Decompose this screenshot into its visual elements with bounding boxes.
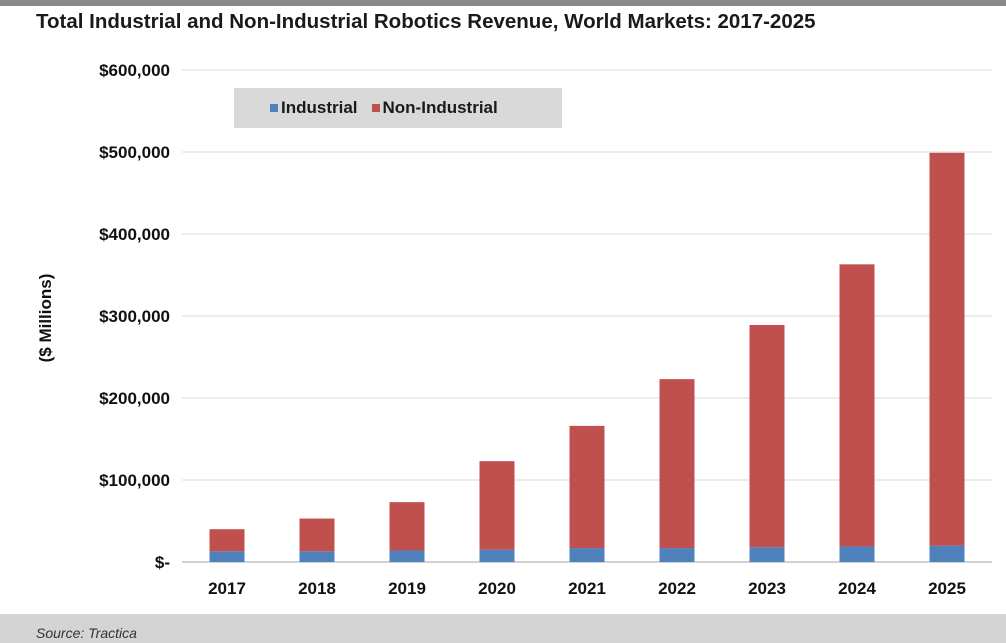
bar-industrial-2021 <box>569 548 605 562</box>
x-axis-ticks: 2017 2018 2019 2020 2021 2022 2023 2024 2025 <box>208 579 966 598</box>
x-tick-label: 2023 <box>748 579 786 598</box>
legend-swatch-non-industrial <box>371 104 380 112</box>
x-tick-label: 2018 <box>298 579 336 598</box>
bar-industrial-2020 <box>479 549 515 562</box>
bar-non-industrial-2021 <box>569 425 605 549</box>
footer-bar <box>0 614 1006 643</box>
bar-non-industrial-2018 <box>299 518 335 552</box>
x-tick-label: 2022 <box>658 579 696 598</box>
bar-industrial-2017 <box>209 551 245 562</box>
y-tick-label: $400,000 <box>99 225 170 244</box>
legend: Industrial Non-Industrial <box>234 88 562 128</box>
y-tick-label: $200,000 <box>99 389 170 408</box>
y-tick-label: $600,000 <box>99 61 170 80</box>
bar-non-industrial-2019 <box>389 502 425 551</box>
legend-item-non-industrial: Non-Industrial <box>371 98 498 118</box>
bar-non-industrial-2023 <box>749 325 785 548</box>
y-tick-label: $500,000 <box>99 143 170 162</box>
y-tick-label: $100,000 <box>99 471 170 490</box>
bar-non-industrial-2022 <box>659 379 695 549</box>
bar-industrial-2024 <box>839 546 875 562</box>
legend-label-non-industrial: Non-Industrial <box>382 98 498 117</box>
x-tick-label: 2025 <box>928 579 966 598</box>
legend-swatch-industrial <box>270 104 278 112</box>
legend-item-industrial: Industrial <box>270 98 358 118</box>
x-tick-label: 2020 <box>478 579 516 598</box>
source-note: Source: Tractica <box>36 625 137 641</box>
bar-industrial-2023 <box>749 547 785 562</box>
bar-industrial-2025 <box>929 545 965 562</box>
y-axis-label: ($ Millions) <box>36 273 55 363</box>
legend-label-industrial: Industrial <box>281 98 358 117</box>
bar-industrial-2022 <box>659 548 695 562</box>
top-border <box>0 0 1006 6</box>
bars <box>209 152 965 562</box>
chart-title: Total Industrial and Non-Industrial Robo… <box>36 10 816 33</box>
x-tick-label: 2019 <box>388 579 426 598</box>
bar-non-industrial-2017 <box>209 529 245 552</box>
x-tick-label: 2017 <box>208 579 246 598</box>
bar-non-industrial-2025 <box>929 152 965 546</box>
y-tick-label: $- <box>155 553 170 572</box>
chart-canvas: $- $100,000 $200,000 $300,000 $400,000 $500,0… <box>99 61 992 598</box>
bar-non-industrial-2020 <box>479 461 515 550</box>
x-tick-label: 2021 <box>568 579 606 598</box>
bar-non-industrial-2024 <box>839 264 875 547</box>
y-tick-label: $300,000 <box>99 307 170 326</box>
bar-industrial-2018 <box>299 551 335 562</box>
x-tick-label: 2024 <box>838 579 876 598</box>
bar-industrial-2019 <box>389 550 425 562</box>
y-axis-ticks: $- $100,000 $200,000 $300,000 $400,000 $500,0… <box>99 61 170 572</box>
